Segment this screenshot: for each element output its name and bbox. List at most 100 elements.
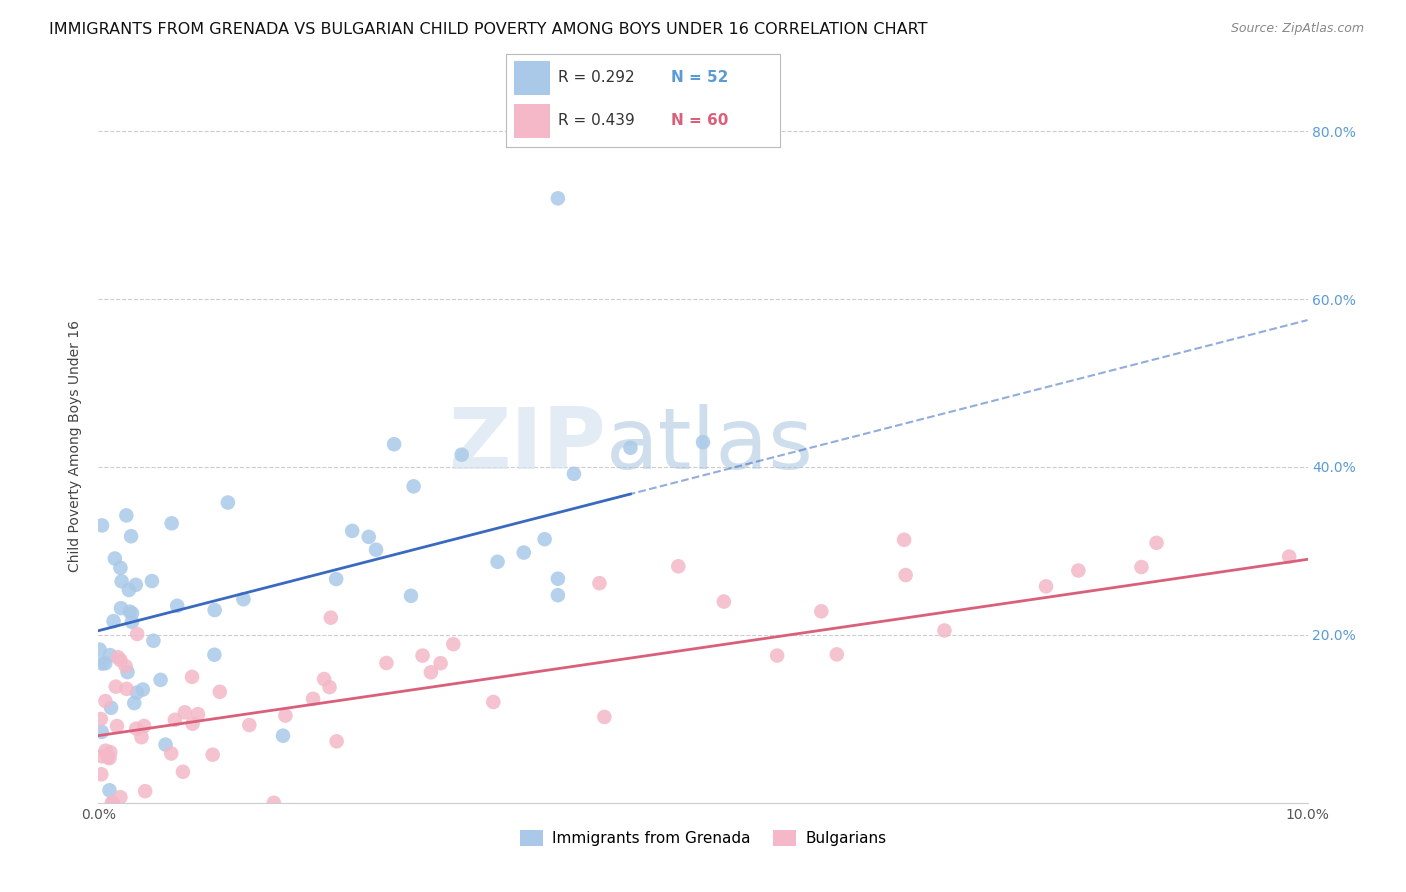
Point (90, 725, 112, 739)
Point (934, 624, 956, 638)
Point (121, 607, 143, 621)
Text: N = 60: N = 60 (671, 113, 728, 128)
Point (692, 435, 714, 450)
Point (110, 790, 132, 805)
Point (619, 441, 641, 455)
Text: atlas: atlas (606, 404, 814, 488)
Point (1067, 564, 1090, 578)
Point (118, 582, 141, 597)
Point (166, 599, 188, 613)
Point (547, 588, 569, 602)
Point (114, 659, 136, 673)
Point (357, 530, 380, 544)
Point (104, 551, 127, 566)
Point (127, 627, 149, 641)
Point (314, 672, 336, 686)
Point (90, 749, 112, 764)
Point (91, 657, 114, 671)
Point (132, 719, 155, 733)
Point (122, 696, 145, 710)
Point (187, 707, 209, 722)
Point (893, 533, 915, 547)
Point (101, 796, 124, 810)
Point (115, 681, 138, 696)
Point (94, 656, 117, 670)
Point (399, 589, 422, 603)
Point (533, 532, 555, 546)
Point (204, 603, 226, 617)
Point (482, 695, 505, 709)
Point (364, 542, 387, 557)
Point (325, 572, 347, 586)
Point (318, 680, 340, 694)
Point (562, 467, 585, 481)
Point (105, 719, 128, 733)
Point (588, 576, 610, 591)
Point (98, 783, 121, 797)
Point (131, 730, 153, 744)
Text: Source: ZipAtlas.com: Source: ZipAtlas.com (1230, 22, 1364, 36)
Point (172, 764, 194, 779)
Point (132, 682, 155, 697)
Point (766, 648, 789, 663)
Point (155, 738, 177, 752)
Point (302, 691, 325, 706)
Point (238, 718, 260, 732)
Point (547, 572, 569, 586)
Point (486, 555, 509, 569)
Point (810, 604, 832, 618)
Text: R = 0.439: R = 0.439 (558, 113, 636, 128)
Point (115, 508, 138, 523)
Point (1278, 549, 1301, 564)
FancyBboxPatch shape (515, 104, 550, 138)
Point (98, 751, 121, 765)
Point (89, 642, 111, 657)
Point (125, 686, 148, 700)
Point (134, 784, 156, 798)
Y-axis label: Child Poverty Among Boys Under 16: Child Poverty Among Boys Under 16 (69, 320, 83, 572)
Point (125, 722, 148, 736)
Point (513, 545, 536, 559)
Point (1035, 579, 1057, 593)
Point (107, 650, 129, 665)
FancyBboxPatch shape (515, 61, 550, 95)
Legend: Immigrants from Grenada, Bulgarians: Immigrants from Grenada, Bulgarians (513, 824, 893, 852)
Point (429, 657, 451, 671)
Point (90, 767, 112, 781)
Point (125, 578, 148, 592)
Point (160, 516, 183, 531)
Point (110, 574, 132, 589)
Point (547, 191, 569, 205)
Point (342, 524, 364, 538)
Point (181, 670, 204, 684)
Point (325, 734, 347, 748)
Point (1146, 536, 1168, 550)
Point (217, 495, 239, 509)
Point (142, 633, 165, 648)
Point (441, 637, 464, 651)
Point (110, 601, 132, 615)
Point (593, 710, 616, 724)
Point (149, 673, 172, 687)
Point (94, 744, 117, 758)
Point (97, 750, 120, 764)
Point (173, 706, 195, 720)
Point (100, 700, 122, 714)
Point (666, 559, 689, 574)
Point (208, 685, 231, 699)
Point (419, 665, 441, 680)
Point (181, 716, 204, 731)
Point (1130, 560, 1153, 574)
Point (90, 712, 112, 726)
Text: IMMIGRANTS FROM GRENADA VS BULGARIAN CHILD POVERTY AMONG BOYS UNDER 16 CORRELATI: IMMIGRANTS FROM GRENADA VS BULGARIAN CHI… (49, 22, 928, 37)
Text: N = 52: N = 52 (671, 70, 728, 86)
Point (204, 648, 226, 662)
Point (163, 713, 186, 727)
Point (450, 448, 472, 462)
Point (91, 518, 114, 533)
Point (402, 479, 425, 493)
Point (103, 614, 125, 628)
Point (319, 610, 342, 624)
Text: R = 0.292: R = 0.292 (558, 70, 636, 86)
Point (412, 648, 434, 663)
